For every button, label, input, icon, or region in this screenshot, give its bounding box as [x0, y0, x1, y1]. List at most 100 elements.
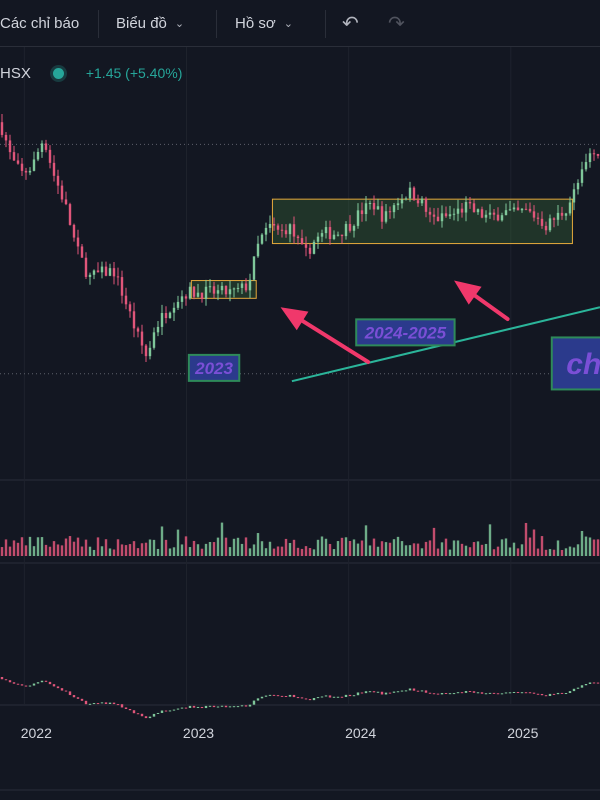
candle-body — [468, 202, 472, 204]
candle-body — [152, 332, 156, 348]
profile-menu-label: Hồ sơ — [235, 14, 276, 32]
candle-body — [84, 257, 88, 277]
candle-body — [436, 216, 440, 222]
oscillator-candle — [68, 691, 72, 696]
oscillator-candles — [0, 677, 600, 719]
oscillator-candle — [12, 682, 16, 684]
oscillator-candle — [44, 680, 48, 682]
annotation-label-box — [355, 318, 456, 347]
candle-body — [540, 218, 544, 226]
market-status-icon — [52, 67, 64, 79]
volume-bar — [24, 545, 28, 556]
oscillator-candle — [300, 697, 304, 699]
candle-body — [364, 203, 368, 215]
volume-bar — [596, 539, 600, 556]
candle-body — [336, 234, 340, 236]
oscillator-candle — [120, 704, 124, 708]
volume-bar — [356, 543, 360, 556]
volume-bar — [584, 536, 588, 556]
symbol-info-row: HSX +1.45 (+5.40%) — [0, 58, 182, 88]
volume-bar — [524, 522, 528, 556]
volume-bar — [48, 546, 52, 556]
candle-body — [24, 170, 28, 173]
oscillator-candle — [240, 705, 244, 707]
volume-bar — [344, 537, 348, 556]
volume-bar — [268, 541, 272, 556]
grid-layer — [0, 46, 600, 791]
redo-icon[interactable]: ↷ — [388, 12, 405, 35]
candle-body — [88, 274, 92, 277]
annotation-label-box — [550, 336, 600, 391]
volume-bar — [180, 544, 184, 556]
volume-bar — [416, 543, 420, 556]
volume-bar — [184, 536, 188, 556]
volume-bar — [540, 536, 544, 556]
oscillator-candle — [224, 705, 228, 708]
oscillator-candle — [124, 707, 128, 709]
candle-body — [372, 202, 376, 210]
x-tick-label: 2022 — [21, 725, 52, 741]
candle-body — [476, 209, 480, 213]
candle-body — [592, 153, 596, 155]
oscillator-candle — [512, 691, 516, 693]
volume-bar — [396, 536, 400, 556]
toolbar-divider — [325, 10, 326, 38]
oscillator-candle — [276, 695, 280, 697]
oscillator-candle — [108, 702, 112, 704]
candle-body — [572, 189, 576, 203]
oscillator-candle — [344, 694, 348, 698]
oscillator-candle — [152, 713, 156, 717]
indicators-button[interactable]: Các chỉ báo — [0, 0, 79, 46]
candle-body — [556, 212, 560, 220]
volume-bar — [324, 538, 328, 556]
oscillator-candle — [72, 695, 76, 698]
oscillator-candle — [88, 703, 92, 705]
volume-bar — [508, 547, 512, 556]
volume-bar — [208, 541, 212, 556]
volume-bar — [400, 541, 404, 556]
candle-body — [596, 153, 600, 156]
annotation-arrow — [473, 293, 510, 322]
volume-bar — [572, 547, 576, 556]
candle-body — [516, 207, 520, 211]
oscillator-candle — [160, 710, 164, 713]
volume-bar — [276, 546, 280, 556]
volume-bar — [140, 543, 144, 556]
candle-body — [396, 203, 400, 206]
candle-body — [200, 292, 204, 300]
oscillator-candle — [568, 691, 572, 694]
oscillator-candle — [384, 692, 388, 695]
volume-bar — [288, 542, 292, 556]
candle-body — [328, 227, 332, 239]
candle-body — [124, 295, 128, 305]
volume-bar — [132, 541, 136, 556]
candle-body — [368, 202, 372, 204]
oscillator-candle — [348, 694, 352, 697]
profile-menu-button[interactable]: Hồ sơ ⌄ — [235, 0, 293, 46]
candle-body — [268, 223, 272, 228]
oscillator-candle — [52, 684, 56, 687]
volume-bar — [120, 544, 124, 556]
oscillator-candle — [372, 691, 376, 693]
candle-body — [108, 268, 112, 276]
volume-bars — [0, 522, 600, 556]
oscillator-candle — [312, 698, 316, 701]
volume-bar — [332, 549, 336, 556]
oscillator-candle — [92, 703, 96, 705]
candle-body — [320, 233, 324, 237]
chart-menu-button[interactable]: Biểu đồ ⌄ — [116, 0, 184, 46]
candle-body — [128, 304, 132, 312]
candle-body — [148, 347, 152, 357]
volume-bar — [472, 542, 476, 556]
volume-bar — [128, 544, 132, 556]
candle-body — [308, 247, 312, 254]
annotation-labels[interactable]: 2023 2024-2025 ch — [187, 318, 600, 391]
undo-icon[interactable]: ↶ — [342, 12, 359, 35]
oscillator-candle — [144, 716, 148, 719]
oscillator-candle — [272, 694, 276, 696]
oscillator-candle — [304, 698, 308, 700]
candle-body — [420, 198, 424, 204]
volume-bar — [464, 545, 468, 556]
candle-body — [496, 214, 500, 221]
